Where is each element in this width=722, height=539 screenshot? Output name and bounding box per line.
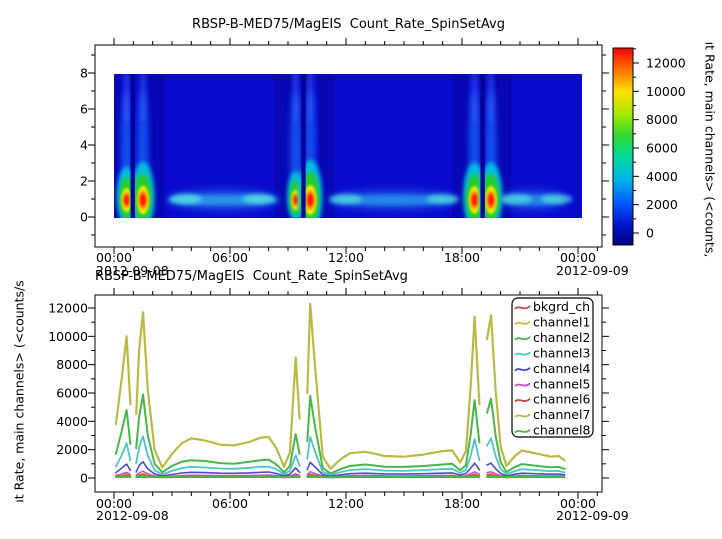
band-bright-spot: [540, 194, 573, 204]
top-axis-date-left: 2012-09-08: [96, 263, 169, 278]
bottom-y-axis-label: ıt Rate, main channels> (<counts/s: [11, 280, 27, 503]
legend: bkgrd_chchannel1channel2channel3channel4…: [511, 297, 594, 438]
plume-top: [471, 74, 478, 123]
bottom-y-tick-label: 8000: [56, 357, 88, 372]
top-panel-title: RBSP-B-MED75/MagEIS Count_Rate_SpinSetAv…: [192, 17, 505, 32]
bottom-panel-frame: [94, 294, 603, 493]
bottom-axis-date-left: 2012-09-08: [96, 508, 169, 523]
top-panel-frame: [94, 44, 603, 248]
top-y-tick-label: 2: [80, 174, 88, 189]
line-series-channel5: [115, 470, 566, 478]
bottom-panel-title: RBSP-B-MED75/MagEIS Count_Rate_SpinSetAv…: [95, 269, 408, 284]
legend-item-label: channel5: [533, 376, 590, 391]
bottom-x-tick-label: 00:00: [96, 496, 132, 511]
data-gap-column: [130, 74, 135, 218]
legend-swatch-channel4: [514, 367, 531, 372]
blob-core: [307, 193, 314, 207]
blob-core: [471, 193, 478, 207]
top-y-tick-label: 8: [80, 66, 88, 81]
dim-column: [452, 74, 468, 218]
colorbar-tick-label: 4000: [646, 169, 678, 184]
dim-column: [317, 74, 335, 218]
blob-core: [488, 193, 494, 207]
bottom-y-tick-label: 12000: [48, 300, 88, 315]
line-series-channel3: [115, 435, 566, 476]
plume-top: [123, 74, 130, 123]
top-y-tick-label: 0: [80, 210, 88, 225]
legend-swatch-bkgrd_ch: [514, 305, 531, 310]
top-x-tick-label: 12:00: [328, 250, 364, 265]
dim-column: [114, 74, 121, 218]
colorbar-tick-label: 2000: [646, 197, 678, 212]
colorbar-axis-label: ıt Rate, main channels> (<counts,: [702, 41, 718, 258]
top-x-tick-label: 18:00: [444, 250, 480, 265]
top-x-tick-label: 00:00: [560, 250, 596, 265]
band-bright-spot: [169, 194, 202, 204]
blob-core: [140, 193, 146, 207]
dim-column: [274, 74, 291, 218]
blob-core: [293, 195, 298, 205]
band-bright-spot: [500, 194, 533, 204]
colorbar-tick-label: 8000: [646, 112, 678, 127]
bottom-y-tick-label: 10000: [48, 329, 88, 344]
line-series-channel7: [114, 302, 566, 470]
legend-item-label: channel7: [533, 407, 590, 422]
legend-item-label: channel6: [533, 392, 590, 407]
plume-top: [307, 74, 314, 123]
bottom-y-tick-label: 4000: [56, 414, 88, 429]
top-y-tick-label: 6: [80, 102, 88, 117]
colorbar-tick-label: 10000: [646, 84, 686, 99]
bottom-x-tick-label: 06:00: [212, 496, 248, 511]
legend-swatch-channel1: [514, 320, 531, 326]
plume-top: [292, 74, 299, 123]
legend-item-label: channel4: [533, 361, 590, 376]
colorbar-tick-label: 12000: [646, 55, 686, 70]
data-gap-column: [301, 74, 306, 218]
line-series-channel2: [114, 393, 566, 475]
data-gap-column: [480, 74, 485, 218]
legend-box: [511, 297, 594, 438]
legend-swatch-channel7: [514, 413, 531, 418]
colorbar-tick-label: 6000: [646, 140, 678, 155]
legend-item-label: channel8: [533, 423, 590, 438]
legend-item-label: channel2: [533, 330, 590, 345]
bottom-y-tick-label: 6000: [56, 385, 88, 400]
spectrogram: [114, 74, 582, 218]
plume-top: [139, 74, 147, 123]
colorbar-frame: [612, 47, 634, 246]
bottom-x-tick-label: 00:00: [560, 496, 596, 511]
top-x-tick-label: 06:00: [212, 250, 248, 265]
bottom-x-tick-label: 18:00: [444, 496, 480, 511]
legend-item-label: channel3: [533, 345, 590, 360]
legend-swatch-channel5: [514, 382, 531, 387]
colorbar: [613, 48, 633, 245]
legend-swatch-channel3: [514, 351, 531, 357]
plume-top: [487, 74, 495, 123]
band-bright-spot: [426, 194, 459, 204]
blob-core: [124, 194, 130, 206]
legend-item-label: channel1: [533, 314, 590, 329]
top-y-tick-label: 4: [80, 138, 88, 153]
legend-swatch-channel2: [514, 336, 531, 341]
colorbar-tick-label: 0: [646, 226, 654, 241]
band-bright-spot: [329, 194, 362, 204]
line-series-channel4: [115, 460, 566, 478]
bottom-x-tick-label: 12:00: [328, 496, 364, 511]
band-bright-spot: [242, 194, 275, 204]
line-series-channel8: [114, 475, 566, 479]
legend-swatch-channel6: [514, 397, 531, 403]
legend-swatch-channel8: [514, 428, 531, 434]
bottom-axis-date-right: 2012-09-09: [556, 508, 629, 523]
top-x-tick-label: 00:00: [96, 250, 132, 265]
legend-item-label: bkgrd_ch: [533, 299, 590, 314]
bottom-y-tick-label: 0: [80, 471, 88, 486]
bottom-y-tick-label: 2000: [56, 442, 88, 457]
top-axis-date-right: 2012-09-09: [556, 263, 629, 278]
